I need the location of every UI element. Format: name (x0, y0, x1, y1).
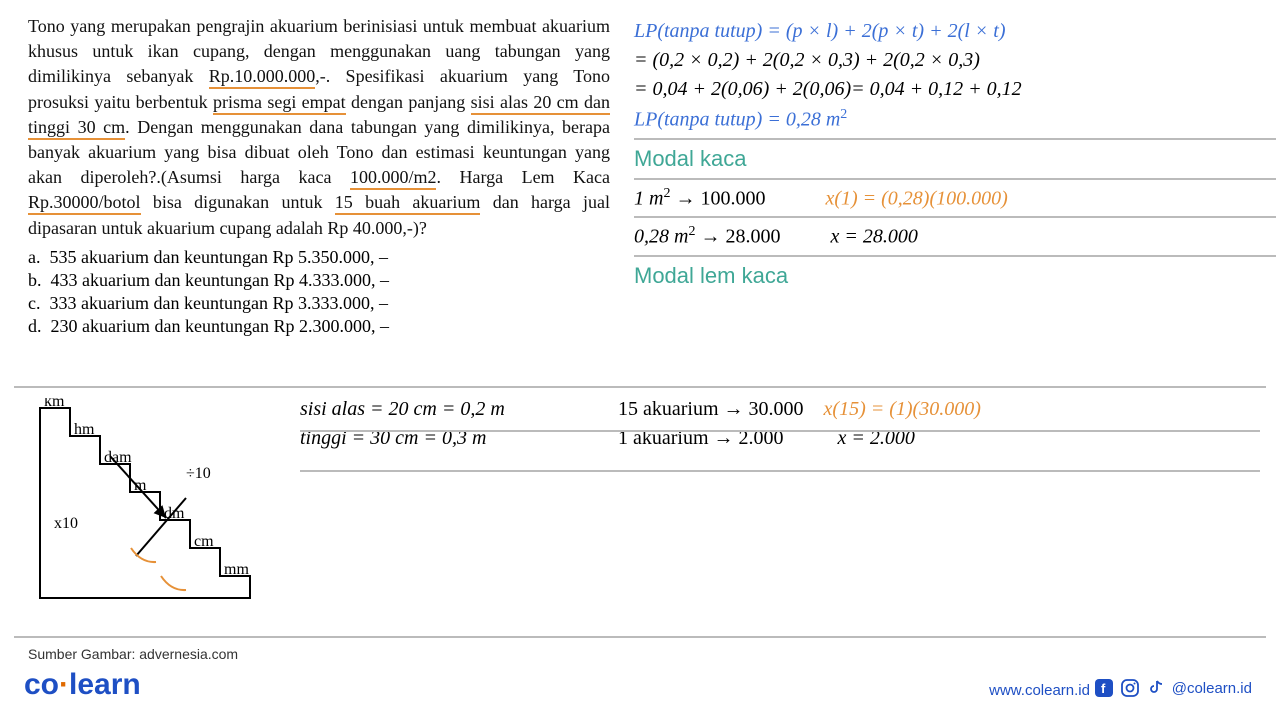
lp-step2: = 0,04 + 2(0,06) + 2(0,06)= 0,04 + 0,12 … (634, 78, 1276, 101)
divider (14, 386, 1266, 388)
brand-logo: co·learn (24, 668, 141, 702)
problem-underline: 100.000/m2 (350, 167, 437, 190)
image-source: Sumber Gambar: advernesia.com (28, 646, 238, 662)
sisi-alas: sisi alas = 20 cm = 0,2 m (300, 398, 620, 421)
lp-result: LP(tanpa tutup) = 0,28 m2 (634, 107, 1276, 132)
svg-text:x10: x10 (54, 515, 78, 532)
modal-kaca-line2: 0,28 m2 → 28.000 x = 28.000 (634, 224, 1276, 249)
svg-text:m: m (134, 477, 147, 494)
problem-part: . Harga Lem Kaca (436, 167, 610, 187)
svg-text:mm: mm (224, 561, 249, 578)
svg-text:hm: hm (74, 421, 95, 438)
social-links: f @colearn.id (1094, 678, 1252, 698)
tiktok-icon[interactable] (1146, 678, 1166, 698)
svg-text:dm: dm (164, 505, 185, 522)
problem-column: Tono yang merupakan pengrajin akuarium b… (28, 14, 628, 339)
divider (300, 430, 1260, 432)
divider (634, 138, 1276, 140)
facebook-icon[interactable]: f (1094, 678, 1114, 698)
problem-underline: Rp.30000/botol (28, 192, 141, 215)
modal-lem-line1: 15 akuarium → 30.000 x(15) = (1)(30.000) (618, 398, 1258, 421)
divider (634, 255, 1276, 257)
heading-modal-kaca: Modal kaca (634, 146, 1276, 172)
svg-text:cm: cm (194, 533, 214, 550)
brand-url: www.colearn.id (989, 682, 1090, 699)
lp-formula: LP(tanpa tutup) = (p × l) + 2(p × t) + 2… (634, 20, 1276, 43)
heading-modal-lem: Modal lem kaca (634, 263, 1276, 289)
lp-step1: = (0,2 × 0,2) + 2(0,2 × 0,3) + 2(0,2 × 0… (634, 49, 1276, 72)
divider (14, 636, 1266, 638)
svg-text:f: f (1101, 681, 1106, 696)
answer-options: a. 535 akuarium dan keuntungan Rp 5.350.… (28, 247, 610, 337)
problem-part: bisa digunakan untuk (141, 192, 335, 212)
problem-underline: 15 buah akuarium (335, 192, 481, 215)
divider (300, 470, 1260, 472)
dimensions-block: sisi alas = 20 cm = 0,2 m tinggi = 30 cm… (300, 392, 620, 456)
instagram-icon[interactable] (1120, 678, 1140, 698)
svg-text:÷10: ÷10 (186, 465, 211, 482)
svg-text:dam: dam (104, 449, 132, 466)
option-c: c. 333 akuarium dan keuntungan Rp 3.333.… (28, 293, 610, 314)
modal-kaca-line1: 1 m2 → 100.000 x(1) = (0,28)(100.000) (634, 186, 1276, 211)
divider (634, 178, 1276, 180)
stair-label: km (44, 398, 65, 410)
problem-part: dengan panjang (346, 92, 471, 112)
option-d: d. 230 akuarium dan keuntungan Rp 2.300.… (28, 316, 610, 337)
social-handle: @colearn.id (1172, 680, 1252, 697)
divider (634, 216, 1276, 218)
problem-text: Tono yang merupakan pengrajin akuarium b… (28, 14, 610, 241)
problem-underline: Rp.10.000.000 (209, 66, 316, 89)
option-a: a. 535 akuarium dan keuntungan Rp 5.350.… (28, 247, 610, 268)
modal-lem-block: 15 akuarium → 30.000 x(15) = (1)(30.000)… (618, 392, 1258, 456)
option-b: b. 433 akuarium dan keuntungan Rp 4.333.… (28, 270, 610, 291)
solution-column: LP(tanpa tutup) = (p × l) + 2(p × t) + 2… (628, 14, 1276, 339)
problem-underline: prisma segi empat (213, 92, 346, 115)
unit-stair-diagram: km hm dam m dm cm mm x10 ÷10 (36, 398, 276, 618)
